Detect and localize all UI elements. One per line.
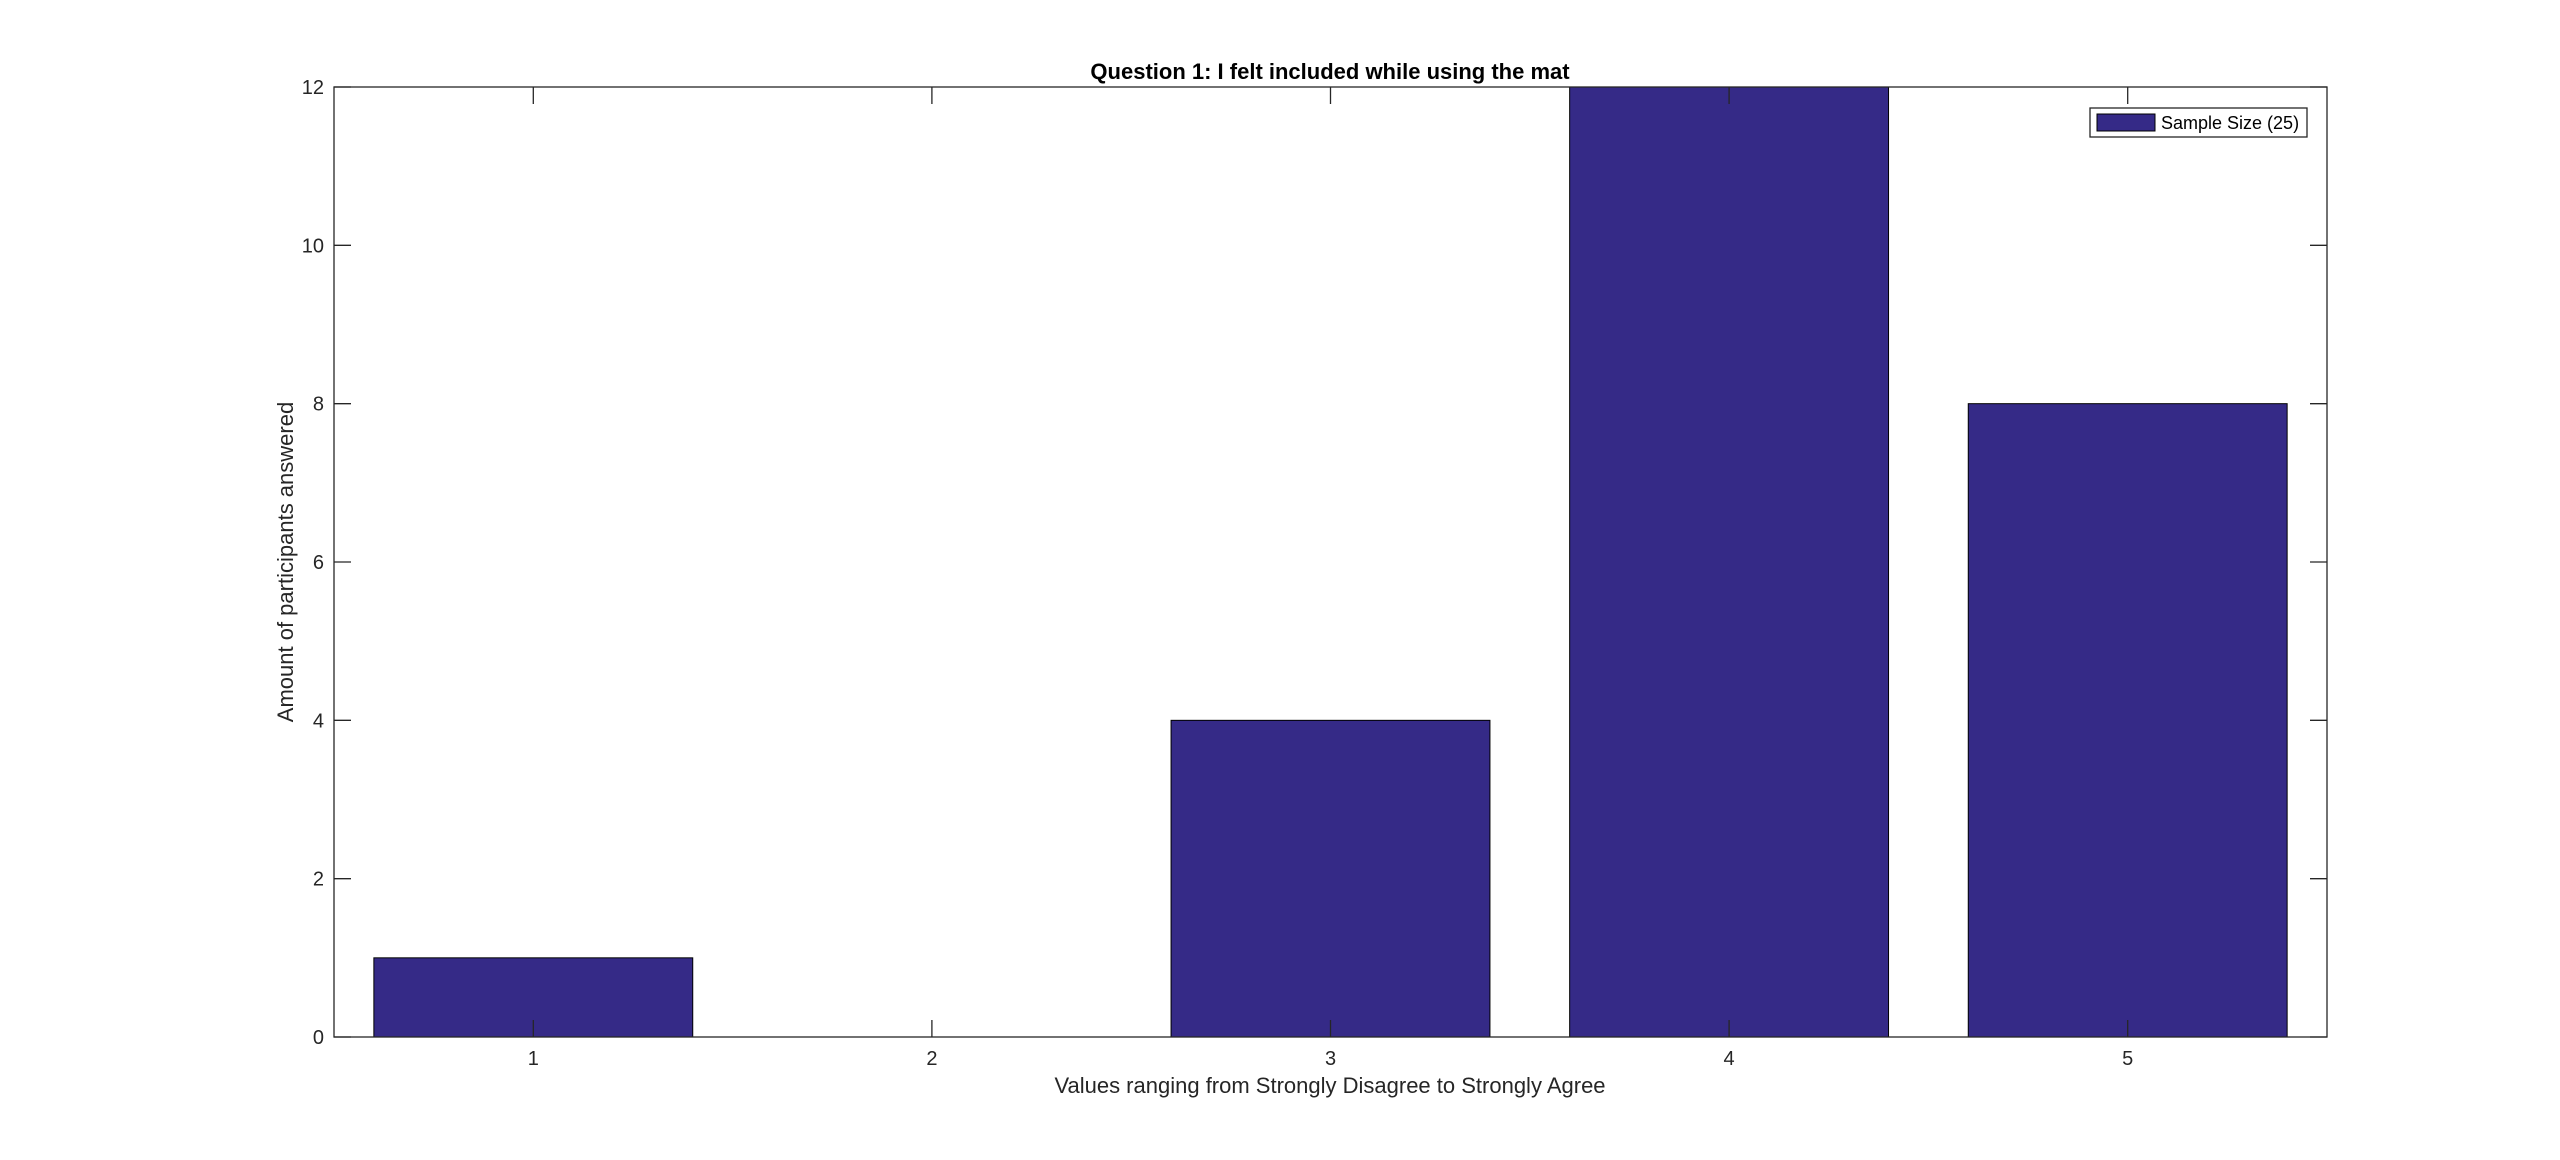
legend-box [2089,107,2308,138]
y-axis-label: Amount of participants answered [273,402,298,722]
bars-group [373,86,2288,1038]
chart-title: Question 1: I felt included while using … [1090,59,1570,84]
y-tick-label: 4 [313,710,324,732]
y-tick-label: 0 [313,1027,324,1049]
y-tick-label: 10 [302,235,324,257]
y-tick-label: 8 [313,394,324,416]
x-tick-label: 4 [1724,1048,1735,1070]
bar-3 [1170,719,1491,1038]
x-tick-label: 2 [926,1048,937,1070]
x-tick-label: 5 [2122,1048,2133,1070]
plot-frame [333,86,2328,1038]
legend: Sample Size (25) [2089,107,2308,138]
legend-label: Sample Size (25) [2161,113,2299,133]
x-tick-label: 3 [1325,1048,1336,1070]
y-tick-label: 6 [313,552,324,574]
y-tick-label: 12 [302,77,324,99]
x-axis-label: Values ranging from Strongly Disagree to… [1054,1073,1605,1098]
x-tick-label: 1 [528,1048,539,1070]
legend-swatch [2096,113,2156,132]
y-tick-label: 2 [313,869,324,891]
bar-5 [1967,403,2288,1038]
bar-4 [1569,86,1890,1038]
